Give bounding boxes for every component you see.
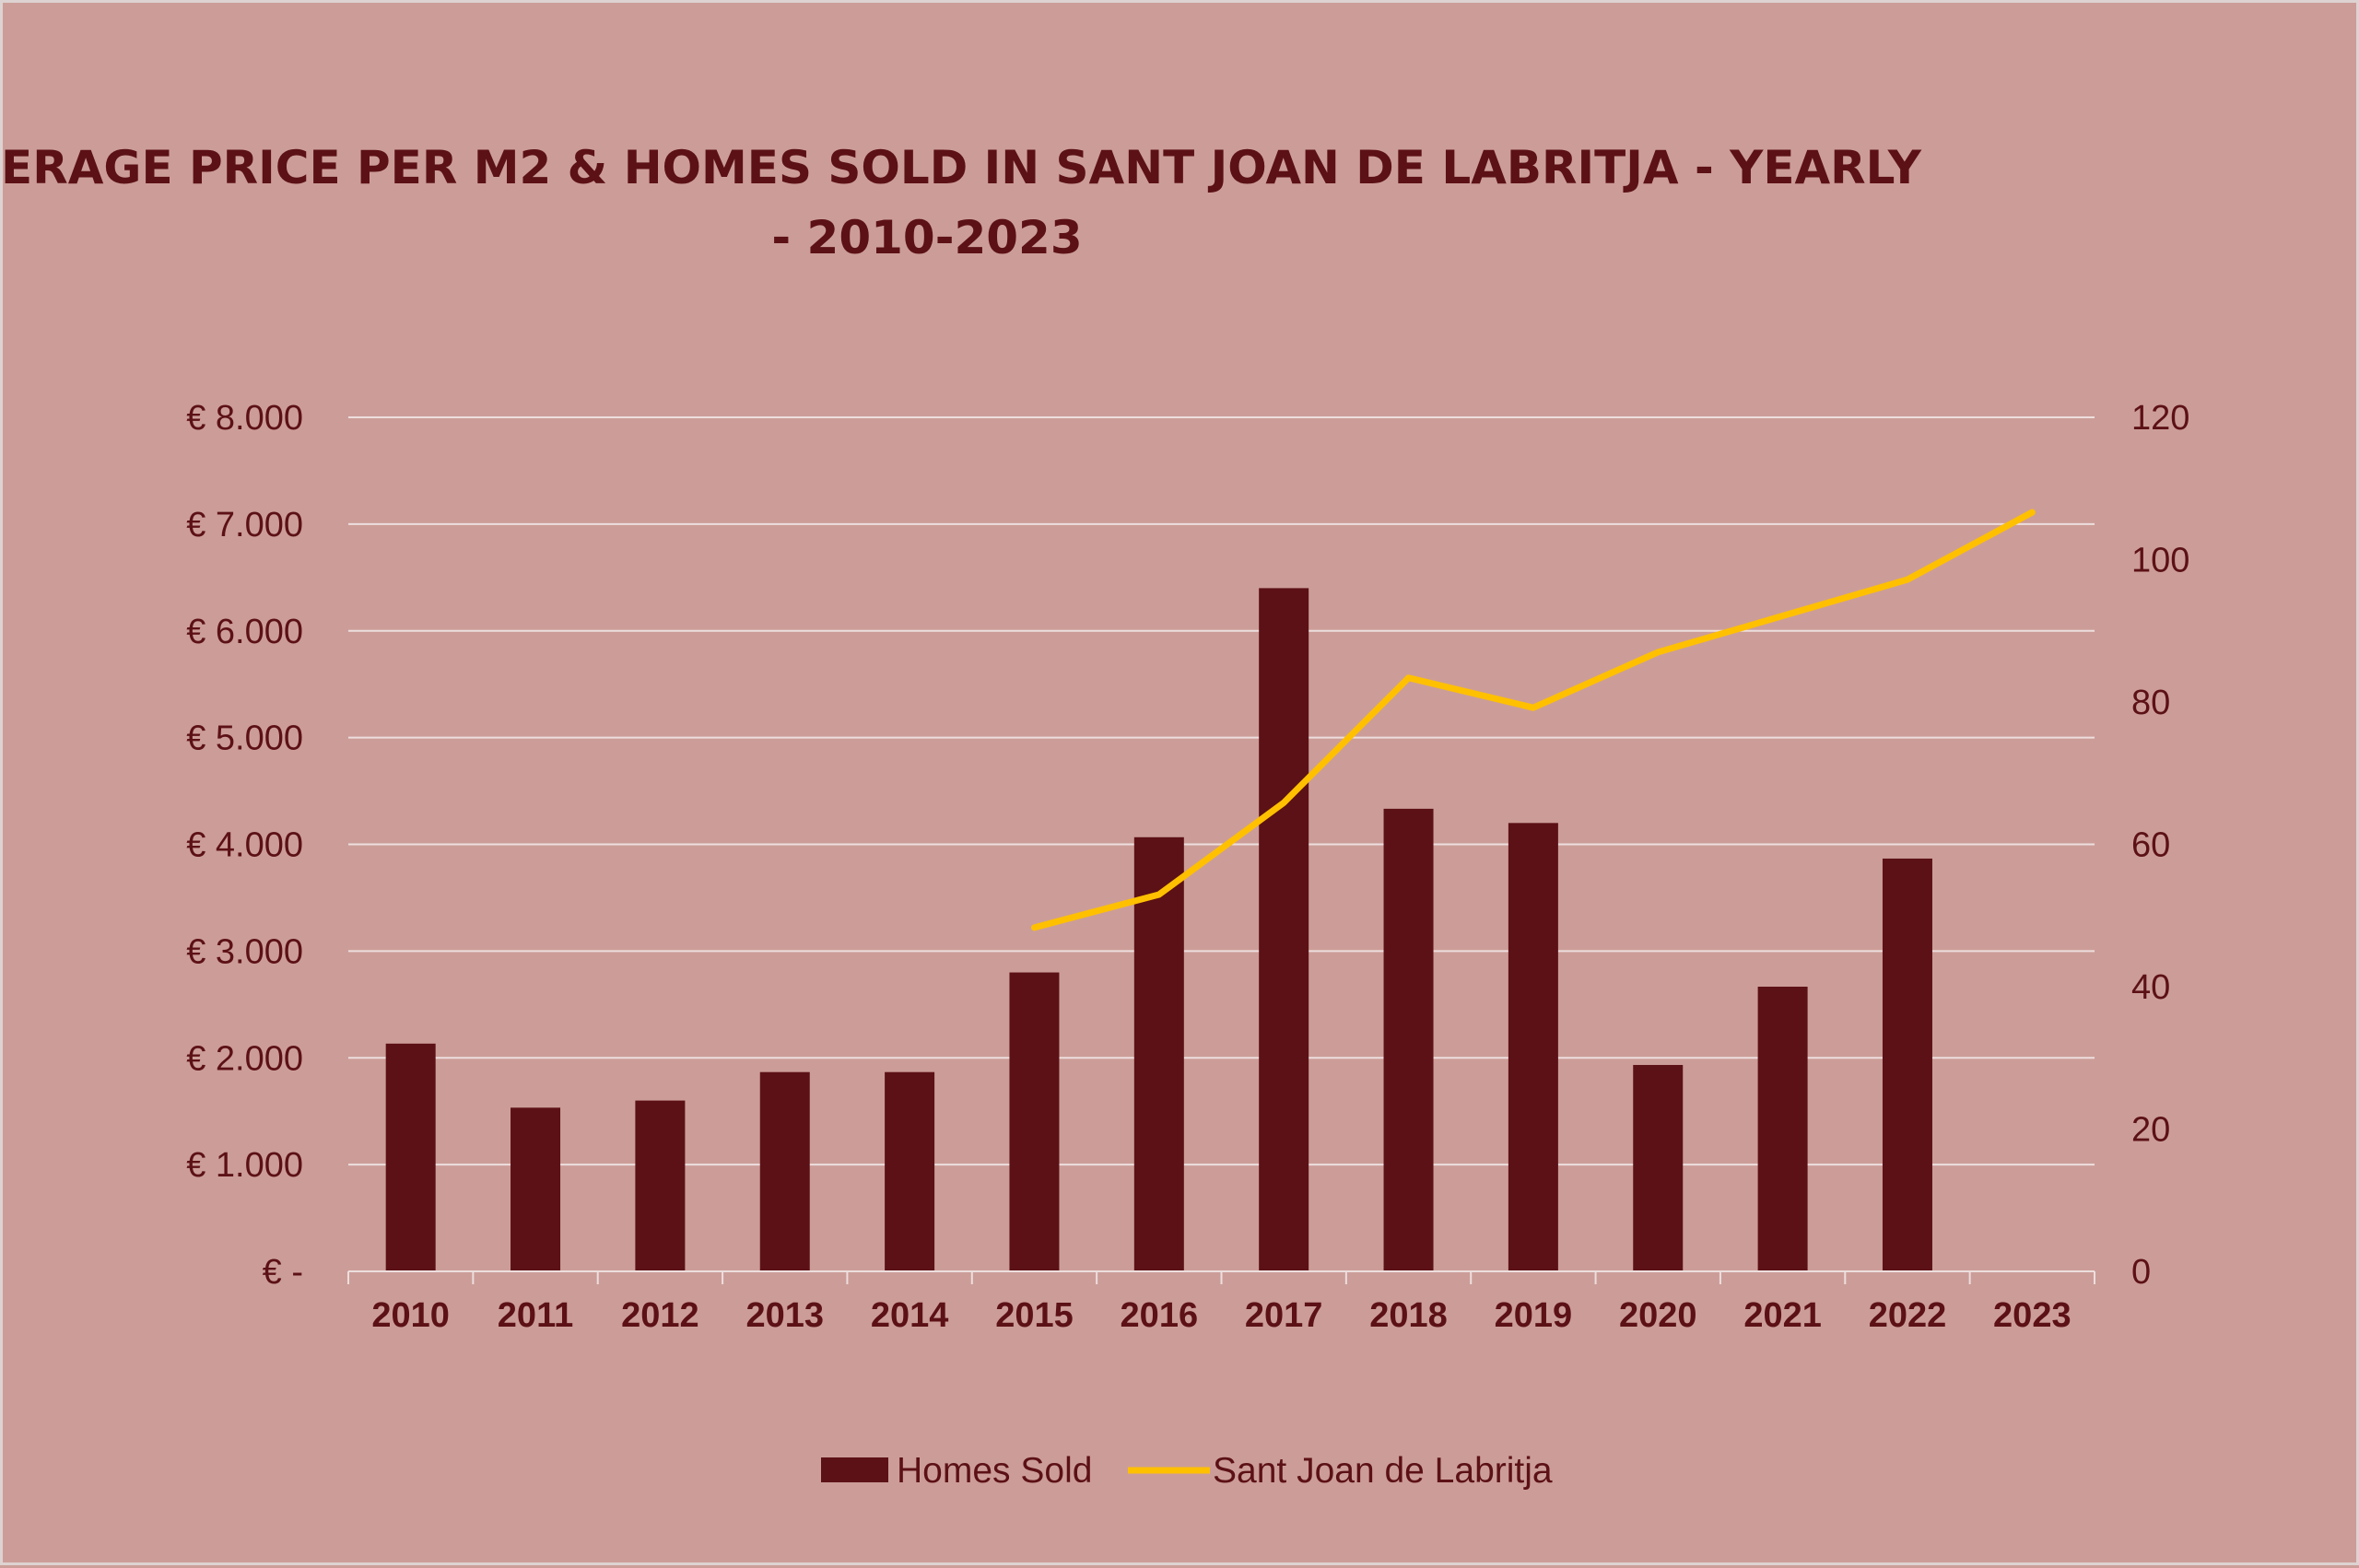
homes-sold-bars xyxy=(386,588,1932,1271)
bar-homes-sold xyxy=(511,1107,560,1271)
x-axis-tick-label: 2023 xyxy=(1993,1296,2071,1335)
x-axis-tick-label: 2013 xyxy=(745,1296,824,1335)
gridlines xyxy=(348,417,2095,1164)
x-axis-tick-label: 2020 xyxy=(1619,1296,1697,1335)
combo-chart: AVERAGE PRICE PER M2 & HOMES SOLD IN SAN… xyxy=(3,3,2359,1568)
x-axis-tick-label: 2018 xyxy=(1369,1296,1448,1335)
bar-homes-sold xyxy=(1384,809,1434,1271)
left-axis-tick-label: € 4.000 xyxy=(186,826,303,865)
x-axis-tick-label: 2019 xyxy=(1495,1296,1573,1335)
right-axis-tick-label: 20 xyxy=(2131,1111,2170,1150)
x-axis-tick-label: 2015 xyxy=(995,1296,1074,1335)
x-axis-tick-label: 2021 xyxy=(1743,1296,1822,1335)
x-axis-tick-label: 2016 xyxy=(1121,1296,1199,1335)
bar-homes-sold xyxy=(386,1044,436,1271)
legend-label-price-line: Sant Joan de Labritja xyxy=(1213,1451,1553,1491)
bar-homes-sold xyxy=(1758,987,1808,1271)
bar-homes-sold xyxy=(1883,859,1932,1271)
right-axis-tick-label: 60 xyxy=(2131,826,2170,865)
legend-label-homes-sold: Homes Sold xyxy=(897,1451,1092,1491)
right-axis-tick-label: 100 xyxy=(2131,542,2189,580)
chart-title-line-1: AVERAGE PRICE PER M2 & HOMES SOLD IN SAN… xyxy=(3,141,1922,194)
x-axis-tick-label: 2011 xyxy=(498,1296,573,1335)
x-axis-tick-label: 2014 xyxy=(871,1296,949,1335)
bar-homes-sold xyxy=(760,1072,810,1271)
right-axis-tick-label: 80 xyxy=(2131,684,2170,722)
left-axis-tick-label: € 6.000 xyxy=(186,613,303,651)
legend: Homes Sold Sant Joan de Labritja xyxy=(821,1451,1553,1491)
bar-homes-sold xyxy=(1633,1065,1683,1271)
left-axis-tick-label: € 5.000 xyxy=(186,720,303,758)
right-axis-tick-label: 0 xyxy=(2131,1253,2151,1292)
left-axis-tick-label: € 8.000 xyxy=(186,399,303,438)
left-axis-tick-label: € 7.000 xyxy=(186,506,303,544)
left-axis-tick-label: € 3.000 xyxy=(186,932,303,971)
left-axis-tick-label: € 1.000 xyxy=(186,1146,303,1185)
x-axis-tick-label: 2010 xyxy=(371,1296,450,1335)
left-axis-tick-label: € - xyxy=(263,1253,303,1292)
left-axis-tick-label: € 2.000 xyxy=(186,1039,303,1078)
bar-homes-sold xyxy=(885,1072,934,1271)
bar-homes-sold xyxy=(635,1101,685,1271)
x-axis-tick-label: 2012 xyxy=(621,1296,699,1335)
bar-homes-sold xyxy=(1009,973,1059,1271)
chart-title-line-2: - 2010-2023 xyxy=(771,211,1082,264)
right-axis-tick-label: 120 xyxy=(2131,399,2189,438)
bar-homes-sold xyxy=(1259,588,1309,1271)
x-axis-tick-label: 2017 xyxy=(1245,1296,1323,1335)
right-axis-tick-label: 40 xyxy=(2131,968,2170,1007)
x-axis-tick-label: 2022 xyxy=(1869,1296,1947,1335)
legend-swatch-homes-sold xyxy=(821,1457,888,1482)
bar-homes-sold xyxy=(1508,823,1558,1271)
